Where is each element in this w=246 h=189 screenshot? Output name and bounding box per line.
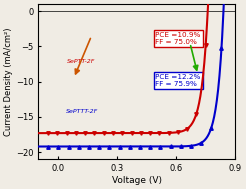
Text: PCE =10.9%
FF = 75.0%: PCE =10.9% FF = 75.0% xyxy=(155,32,201,45)
Text: SePTTT-2F: SePTTT-2F xyxy=(65,109,98,114)
Y-axis label: Current Density (mA/cm²): Current Density (mA/cm²) xyxy=(4,27,13,136)
X-axis label: Voltage (V): Voltage (V) xyxy=(112,176,162,185)
Text: SePTT-2F: SePTT-2F xyxy=(67,59,96,64)
Text: PCE =12.2%
FF = 75.9%: PCE =12.2% FF = 75.9% xyxy=(155,74,201,87)
